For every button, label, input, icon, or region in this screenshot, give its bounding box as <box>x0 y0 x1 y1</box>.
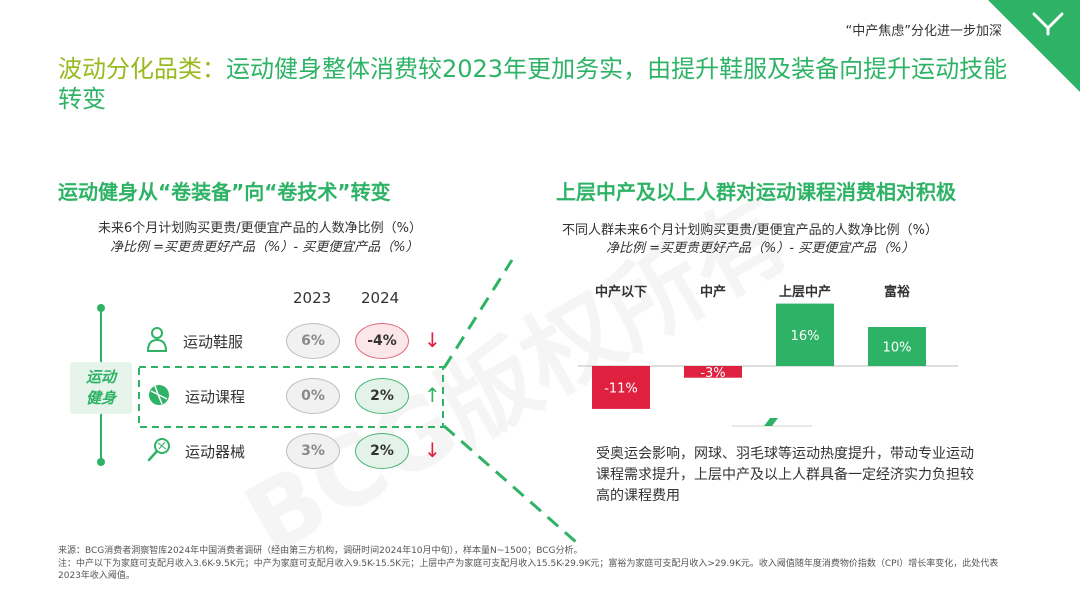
category-label-3: 富裕 <box>884 284 910 300</box>
trend-up-arrow-course: ↑ <box>424 383 441 407</box>
connector-lines <box>442 259 577 544</box>
bar-chart: 中产以下 -11% 中产 -3% 上层中产 16% 富裕 10% <box>578 284 958 409</box>
racket-icon <box>147 438 170 462</box>
bar-0 <box>592 366 650 409</box>
row-label-course: 运动课程 <box>185 388 246 406</box>
left-note-1: 未来6个月计划购买更贵/更便宜产品的人数净比例（%） <box>98 221 423 236</box>
footer-source: 来源：BCG消费者洞察智库2024年中国消费者调研（经由第三方机构，调研时间20… <box>58 546 583 556</box>
highlight-box <box>138 366 444 428</box>
course-ball-icon <box>149 385 169 405</box>
right-note-2: 净比例 =买更贵更好产品（%）- 买更便宜产品（%） <box>606 241 915 256</box>
footer-note: 注：中产以下为家庭可支配月收入3.6K-9.5K元；中产为家庭可支配月收入9.5… <box>58 559 999 581</box>
left-note-2: 净比例 =买更贵更好产品（%）- 买更便宜产品（%） <box>110 240 419 255</box>
right-subtitle: 上层中产及以上人群对运动课程消费相对积极 <box>556 180 956 204</box>
value-label-3: 10% <box>883 341 912 356</box>
value-2023-equipment: 3% <box>286 433 340 469</box>
divider-mark <box>732 418 812 427</box>
row-label-equipment: 运动器械 <box>185 443 246 461</box>
bar-1 <box>684 366 742 378</box>
title-text: 运动健身整体消费较2023年更加务实，由提升鞋服及装备向提升运动技能转变 <box>58 55 1008 113</box>
category-label-0: 中产以下 <box>595 284 647 300</box>
category-tag-line-1: 运动 <box>85 368 116 386</box>
right-note-1: 不同人群未来6个月计划购买更贵/更便宜产品的人数净比例（%） <box>562 223 939 238</box>
category-tag-line-2: 健身 <box>85 389 116 407</box>
value-label-1: -3% <box>700 366 725 381</box>
row-label-apparel: 运动鞋服 <box>183 333 244 351</box>
value-label-2: 16% <box>791 329 820 344</box>
year-2024: 2024 <box>361 289 400 307</box>
value-label-0: -11% <box>604 381 638 396</box>
value-2024-apparel: -4% <box>355 323 409 359</box>
value-2023-course: 0% <box>286 378 340 414</box>
value-2024-course: 2% <box>355 378 409 414</box>
category-tag: 运动 健身 <box>70 362 132 414</box>
trend-down-arrow-apparel: ↓ <box>424 328 441 352</box>
bar-2 <box>776 303 834 366</box>
value-2023-apparel: 6% <box>286 323 340 359</box>
section-tag: “中产焦虑”分化进一步加深 <box>845 24 1002 39</box>
left-subtitle: 运动健身从“卷装备”向“卷技术”转变 <box>58 180 391 204</box>
title-highlight: 波动分化品类： <box>58 55 226 83</box>
category-label-1: 中产 <box>700 284 726 300</box>
apparel-icon <box>146 327 168 352</box>
bar-3 <box>868 327 926 366</box>
page-title: 波动分化品类：运动健身整体消费较2023年更加务实，由提升鞋服及装备向提升运动技… <box>58 54 1028 114</box>
category-label-2: 上层中产 <box>779 284 831 300</box>
value-2024-equipment: 2% <box>355 433 409 469</box>
year-2023: 2023 <box>293 289 332 307</box>
trend-down-arrow-equipment: ↓ <box>424 438 441 462</box>
right-body-text: 受奥运会影响，网球、羽毛球等运动热度提升，带动专业运动课程需求提升，上层中产及以… <box>596 446 974 504</box>
bcg-logo-icon <box>1032 12 1064 36</box>
